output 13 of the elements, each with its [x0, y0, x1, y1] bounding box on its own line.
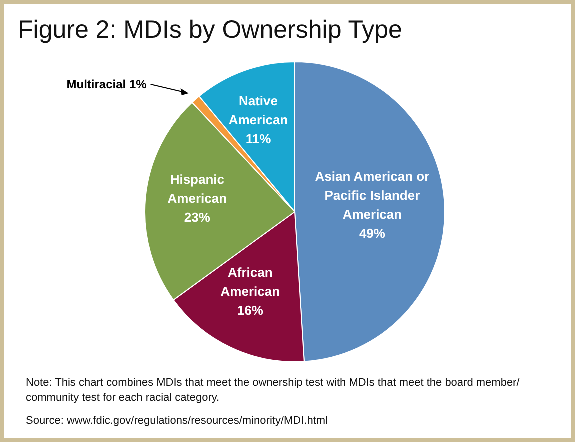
data-label: 1%: [129, 77, 147, 92]
slice-label: Hispanic American: [168, 172, 228, 206]
data-label: 49%: [359, 226, 386, 241]
data-label: 23%: [184, 210, 211, 226]
slice-label: Asian American or Pacific Islander American: [315, 168, 430, 222]
slice-label: Multiracial: [66, 77, 126, 92]
source-note: Source: www.fdic.gov/regulations/resources/minority/MDI.html: [26, 414, 329, 429]
chart-title: Figure 2: MDIs by Ownership Type: [18, 16, 402, 45]
slice-label: African American: [220, 265, 280, 300]
slice-label: Native American: [228, 94, 288, 128]
text: Note: This chart combines MDIs that meet the ownership test with MDIs that meet the board member/ community test for each racial category.: [26, 376, 521, 406]
data-label: 16%: [237, 303, 264, 318]
data-label: 11%: [246, 132, 272, 146]
